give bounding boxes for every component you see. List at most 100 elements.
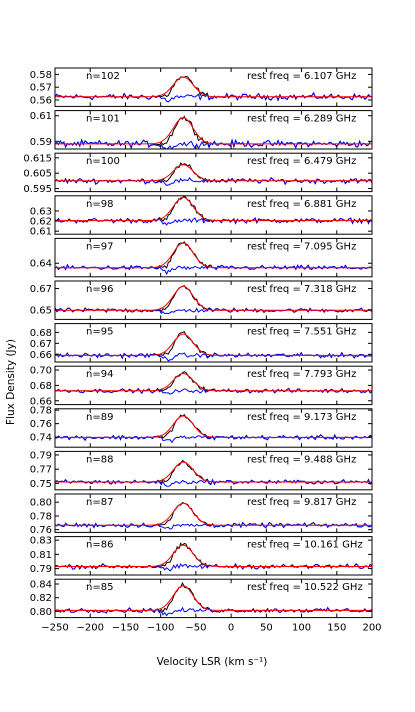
panel-frame — [54, 536, 373, 576]
panel-plot-area — [55, 413, 372, 444]
panel-label: n=95 — [86, 327, 113, 338]
panel-frame — [54, 493, 373, 533]
panel-freq: rest freq = 6.479 GHz — [247, 156, 356, 167]
panel-frame — [54, 195, 373, 235]
y-tick-label: 0.83 — [30, 536, 52, 547]
residual-line — [55, 91, 372, 103]
y-tick-label: 0.56 — [30, 96, 52, 107]
fit-line — [55, 544, 372, 567]
panel-plot-area — [55, 501, 372, 530]
panel-plot-area — [55, 459, 372, 487]
panel-label: n=88 — [86, 454, 113, 465]
y-tick-label: 0.81 — [30, 550, 52, 561]
panel-n=88: 0.79 0.77 0.75 n=88 rest freq = 9.488 GHz — [30, 450, 373, 491]
x-tick-label: −250 — [41, 623, 68, 634]
panel-frame — [54, 152, 373, 193]
y-tick-label: 0.61 — [30, 111, 52, 122]
x-axis-title: Velocity LSR (km s⁻¹) — [157, 656, 268, 668]
panel-label: n=100 — [86, 156, 120, 167]
residual-line — [55, 433, 372, 444]
fit-line — [55, 196, 372, 222]
y-tick-label: 0.78 — [30, 406, 52, 417]
panel-n=98: 0.630.620.61 n=98 rest freq = 6.881 GHz — [30, 195, 373, 238]
y-tick-label: 0.68 — [30, 328, 52, 339]
panel-plot-area — [55, 284, 372, 315]
fit-line — [55, 117, 372, 145]
fit-line — [55, 502, 372, 526]
residual-line — [55, 562, 372, 572]
y-tick-label: 0.75 — [30, 479, 52, 490]
panel-freq: rest freq = 9.488 GHz — [247, 454, 356, 465]
y-tick-label: 0.57 — [30, 83, 52, 94]
x-axis: −250 −200 −150 −100 −50 0 50 100 150 200 — [41, 623, 381, 634]
x-tick-label: −150 — [112, 623, 139, 634]
panel-freq: rest freq = 7.793 GHz — [247, 369, 356, 380]
y-tick-label: 0.79 — [30, 450, 52, 461]
panel-plot-area — [55, 331, 372, 362]
panel-freq: rest freq = 9.173 GHz — [247, 412, 356, 423]
y-tick-label: 0.80 — [30, 498, 52, 509]
panel-freq: rest freq = 9.817 GHz — [247, 497, 356, 508]
y-tick-label: 0.62 — [30, 217, 52, 228]
panel-n=86: 0.83 0.81 0.79 n=86 rest freq = 10.161 GHz — [30, 536, 373, 576]
y-tick-label: 0.59 — [30, 137, 52, 148]
panel-n=97: 0.64 n=97 rest freq = 7.095 GHz — [30, 237, 373, 278]
y-tick-label: 0.68 — [30, 381, 52, 392]
x-tick-label: −100 — [147, 623, 174, 634]
fit-line — [55, 585, 372, 611]
x-tick-label: 100 — [292, 623, 311, 634]
y-tick-label: 0.63 — [30, 206, 52, 217]
x-tick-label: −200 — [76, 623, 103, 634]
panel-n=101: 0.61 0.59 n=101 rest freq = 6.289 GHz — [30, 110, 373, 150]
y-tick-label: 0.58 — [30, 70, 52, 81]
fit-line — [55, 76, 372, 98]
panel-n=95: 0.680.670.66 n=95 rest freq = 7.551 GHz — [30, 323, 373, 363]
panel-frame — [54, 280, 373, 320]
y-tick-label: 0.80 — [30, 607, 52, 618]
y-tick-label: 0.66 — [30, 350, 52, 361]
residual-line — [55, 177, 372, 186]
panel-n=87: 0.80 0.78 0.76 n=87 rest freq = 9.817 GHz — [30, 493, 373, 536]
panel-frame — [54, 237, 373, 278]
panel-label: n=97 — [86, 241, 113, 252]
y-tick-label: 0.61 — [30, 227, 52, 238]
fit-line — [55, 461, 372, 483]
fit-line — [55, 242, 372, 269]
panel-label: n=94 — [86, 369, 113, 380]
panel-plot-area — [55, 581, 372, 617]
panels-group: 0.58 0.57 0.56 n=102 rest freq = 6.107 GHz 0.… — [23, 67, 373, 619]
panel-label: n=85 — [86, 582, 113, 593]
panel-frame — [54, 110, 373, 150]
panel-freq: rest freq = 7.551 GHz — [247, 327, 356, 338]
y-tick-label: 0.595 — [23, 184, 52, 195]
panel-plot-area — [55, 195, 372, 226]
panel-frame — [54, 450, 373, 491]
fit-line — [55, 164, 372, 182]
y-tick-label: 0.82 — [30, 593, 52, 604]
residual-line — [55, 521, 372, 530]
panel-label: n=87 — [86, 497, 113, 508]
panel-frame — [54, 578, 373, 619]
panel-freq: rest freq = 10.161 GHz — [247, 540, 363, 551]
y-tick-label: 0.615 — [23, 153, 52, 164]
y-tick-label: 0.65 — [30, 305, 52, 316]
residual-line — [55, 138, 372, 149]
panel-plot-area — [55, 371, 372, 395]
y-tick-label: 0.77 — [30, 465, 52, 476]
panel-label: n=98 — [86, 199, 113, 210]
fit-line — [55, 333, 372, 356]
panel-freq: rest freq = 6.881 GHz — [247, 199, 356, 210]
x-tick-label: −50 — [185, 623, 206, 634]
panel-n=89: 0.78 0.76 0.74 n=89 rest freq = 9.173 GHz — [30, 406, 373, 448]
residual-line — [55, 606, 372, 617]
y-tick-label: 0.64 — [30, 259, 52, 270]
y-tick-label: 0.605 — [23, 169, 52, 180]
panel-frame — [54, 408, 373, 448]
panel-freq: rest freq = 6.107 GHz — [247, 71, 356, 82]
panel-plot-area — [55, 115, 372, 149]
fit-line — [55, 415, 372, 438]
panel-label: n=102 — [86, 71, 120, 82]
panel-freq: rest freq = 7.318 GHz — [247, 284, 356, 295]
y-tick-label: 0.66 — [30, 396, 52, 407]
